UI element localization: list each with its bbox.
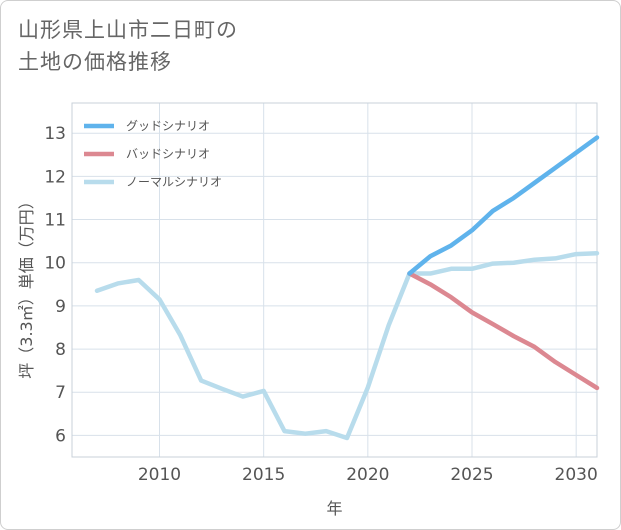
x-tick-label: 2010 bbox=[138, 465, 181, 485]
x-axis-label: 年 bbox=[326, 499, 342, 518]
y-tick-label: 12 bbox=[44, 167, 66, 187]
y-axis-label: 坪（3.3㎡）単価（万円） bbox=[17, 193, 36, 378]
y-tick-label: 7 bbox=[55, 383, 66, 403]
y-tick-label: 13 bbox=[44, 124, 66, 144]
plot-border bbox=[71, 102, 598, 458]
x-tick-label: 2025 bbox=[450, 465, 493, 485]
y-tick-label: 11 bbox=[44, 211, 66, 231]
y-tick-label: 10 bbox=[44, 254, 66, 274]
x-tick-label: 2015 bbox=[242, 465, 285, 485]
x-axis-ticks: 2010 2015 2020 2025 2030 bbox=[138, 465, 598, 485]
x-tick-label: 2030 bbox=[555, 465, 598, 485]
legend-label: バッドシナリオ bbox=[126, 147, 210, 161]
chart-title-line-1: 山形県上山市二日町の bbox=[18, 18, 238, 42]
series-layer bbox=[94, 135, 600, 441]
y-tick-label: 9 bbox=[55, 297, 66, 317]
x-tick-label: 2020 bbox=[346, 465, 389, 485]
grid-lines bbox=[72, 103, 597, 457]
chart-title-line-2: 土地の価格推移 bbox=[18, 50, 172, 74]
legend-label: ノーマルシナリオ bbox=[126, 175, 222, 189]
y-tick-label: 8 bbox=[55, 340, 66, 360]
series-line-2 bbox=[94, 250, 600, 441]
series-line-0 bbox=[407, 135, 600, 276]
chart-title: 山形県上山市二日町の 土地の価格推移 bbox=[18, 14, 238, 78]
y-tick-label: 6 bbox=[55, 426, 66, 446]
y-axis-ticks: 6 7 8 9 10 11 12 13 bbox=[44, 124, 66, 446]
series-line-1 bbox=[407, 271, 600, 391]
legend-label: グッドシナリオ bbox=[126, 119, 210, 133]
